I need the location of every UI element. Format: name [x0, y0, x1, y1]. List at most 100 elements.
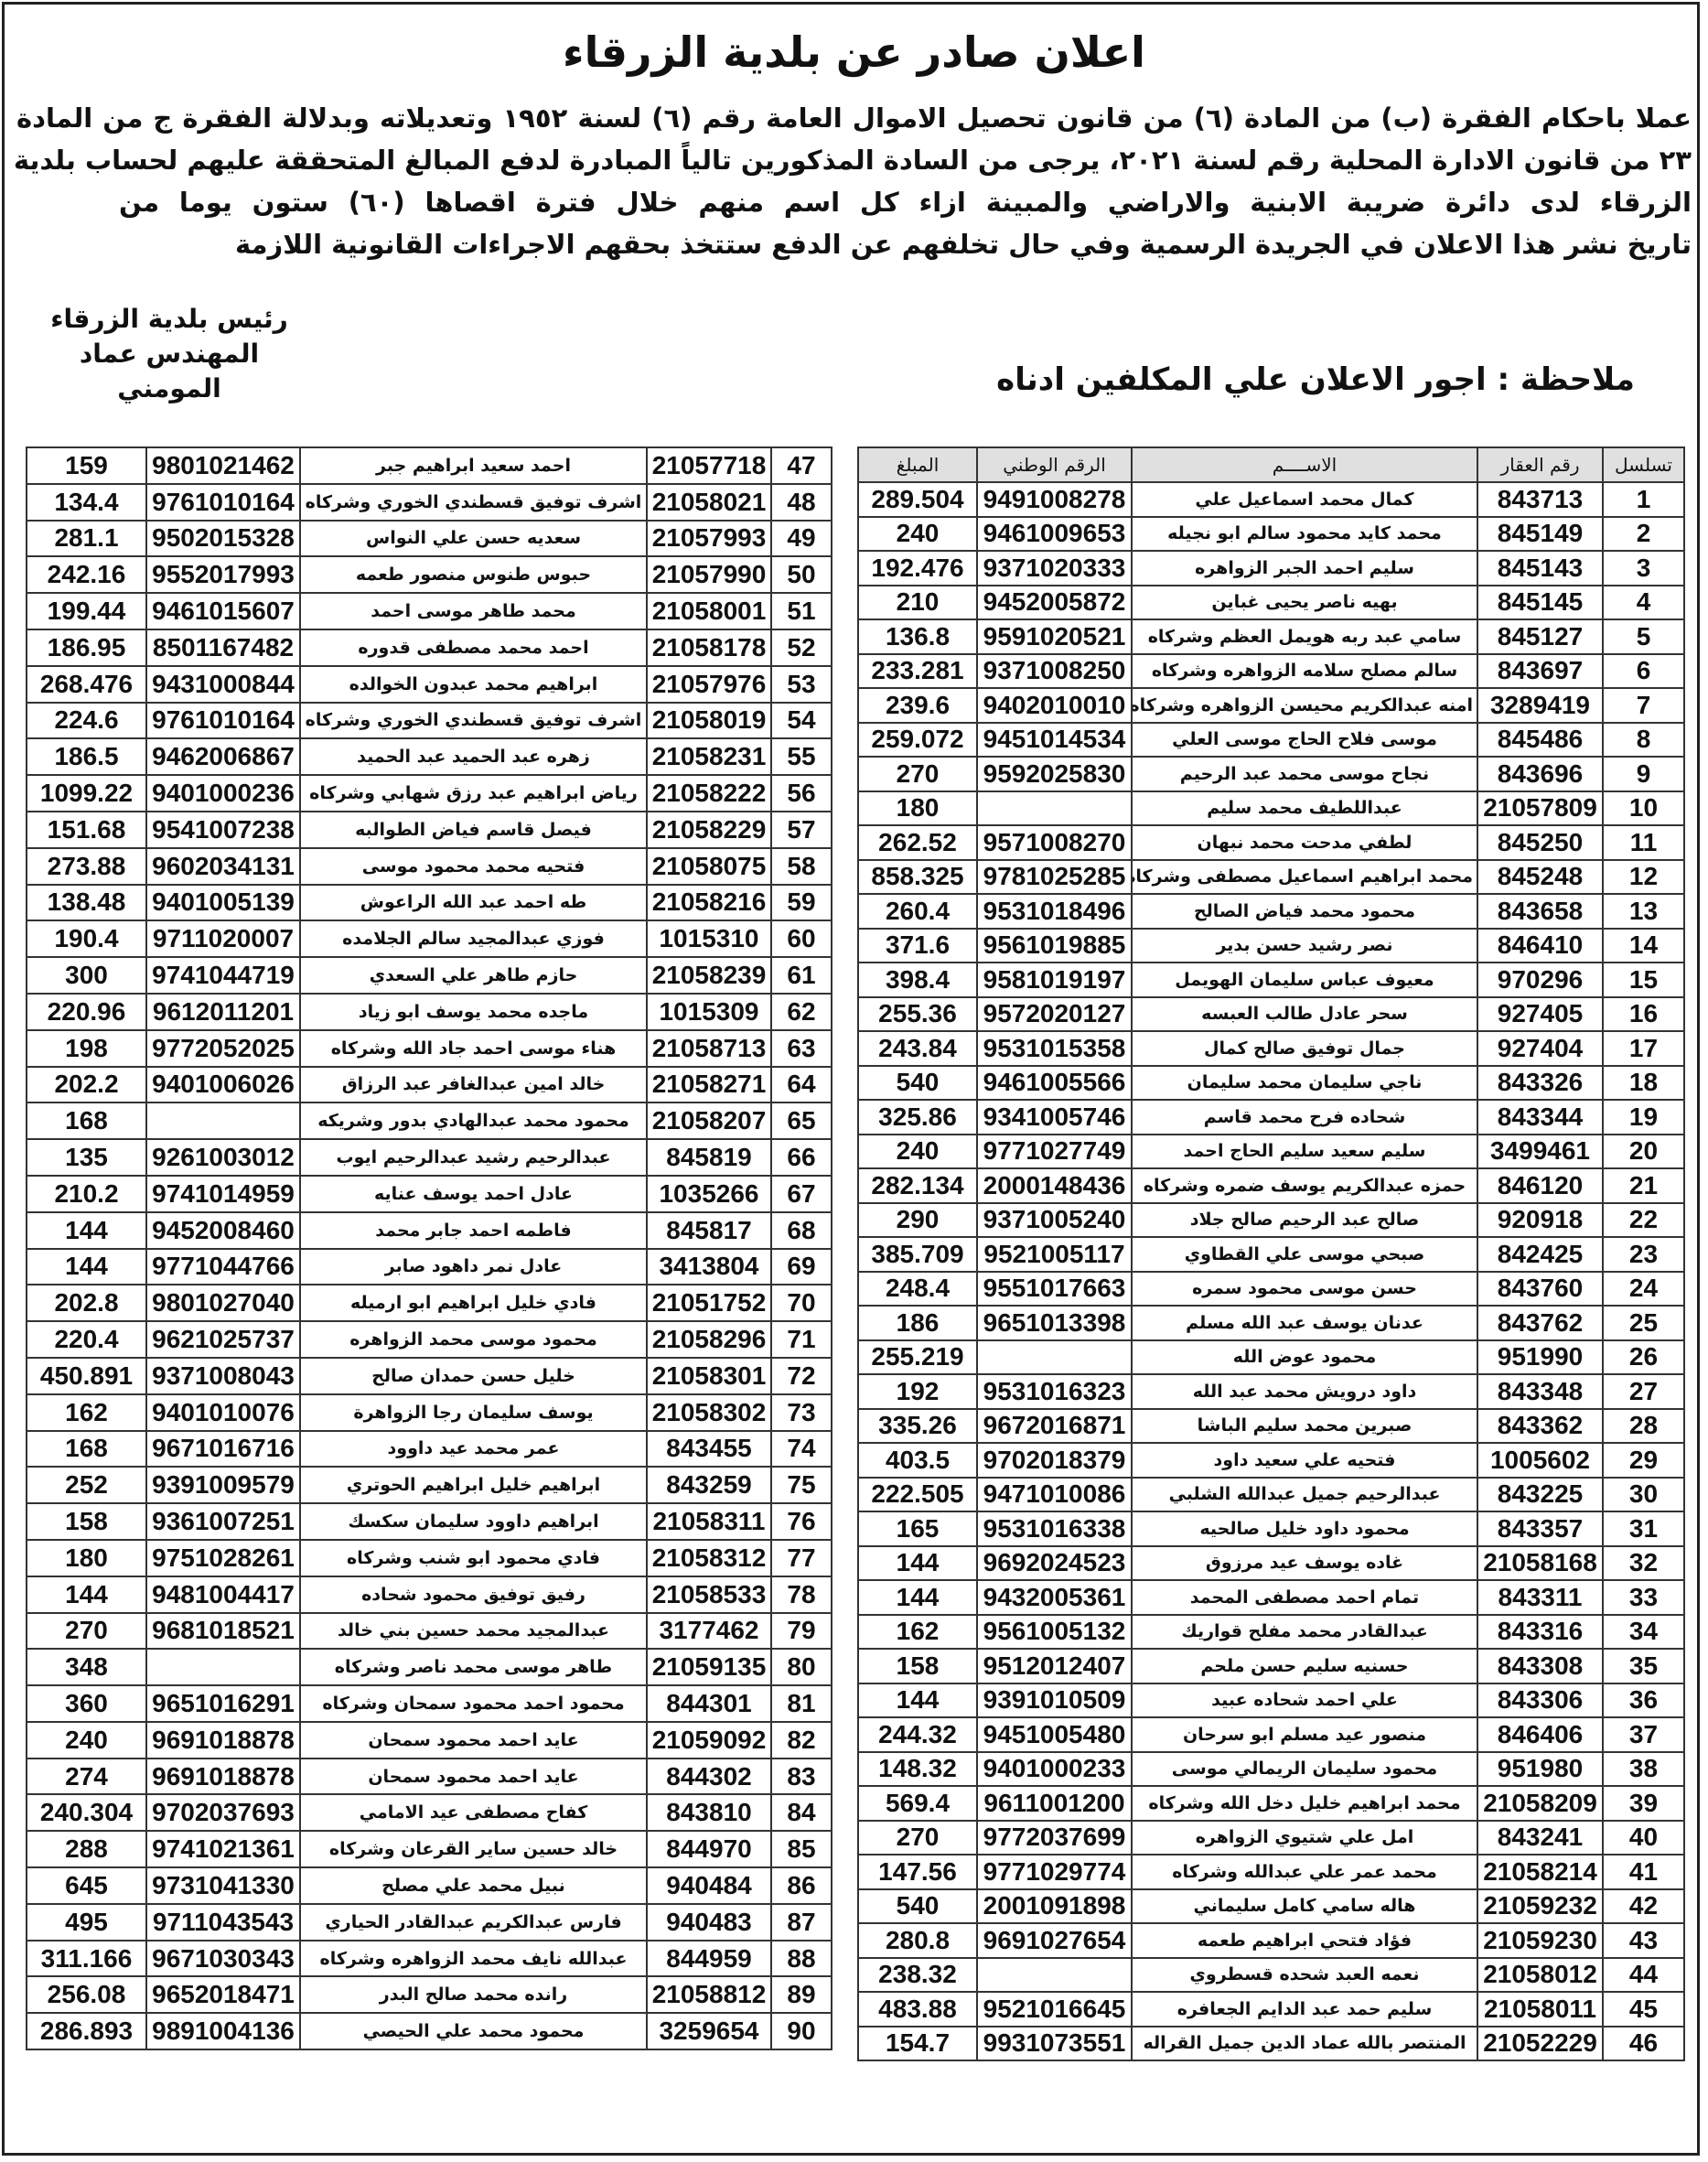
- table-row: 68 845817 فاطمه احمد جابر محمد 9452008460 14…: [26, 1210, 833, 1250]
- national-id-cell: 9451005480: [976, 1716, 1133, 1753]
- property-number-cell: 3413804: [646, 1247, 772, 1286]
- name-cell: رانده محمد صالح البدر: [299, 1975, 648, 2015]
- serial-cell: 72: [770, 1356, 833, 1395]
- amount-cell: 569.4: [857, 1785, 978, 1822]
- name-cell: لطفي مدحت محمد نبهان: [1131, 824, 1478, 861]
- name-cell: ابراهيم داوود سليمان سكسك: [299, 1502, 648, 1541]
- serial-cell: 60: [770, 920, 833, 959]
- national-id-cell: 9371008043: [145, 1356, 301, 1395]
- amount-cell: 289.504: [857, 481, 978, 518]
- property-number-cell: 842425: [1477, 1236, 1604, 1273]
- name-cell: حبوس طنوس منصور طعمه: [299, 555, 648, 595]
- national-id-cell: 9401000233: [976, 1750, 1133, 1787]
- table-row: 83 844302 عايد احمد محمود سمحان 9691018878 2…: [26, 1757, 833, 1796]
- serial-cell: 65: [770, 1102, 833, 1141]
- taxpayers-table-left: 47 21057718 احمد سعيد ابراهيم جبر 980102146…: [26, 446, 833, 2051]
- property-number-cell: 1015310: [646, 920, 772, 959]
- national-id-cell: 9572020127: [976, 995, 1133, 1032]
- property-number-cell: 21057976: [646, 664, 772, 704]
- table-row: 76 21058311 ابراهيم داوود سليمان سكسك 93610…: [26, 1502, 833, 1541]
- serial-cell: 80: [770, 1648, 833, 1687]
- table-row: 33 843311 تمام احمد مصطفى المحمد 9432005361…: [857, 1579, 1685, 1616]
- serial-cell: 12: [1602, 858, 1685, 895]
- serial-cell: 17: [1602, 1030, 1685, 1067]
- table-row: 75 843259 ابراهيم خليل ابراهيم الحوتري 9391…: [26, 1466, 833, 1505]
- serial-cell: 66: [770, 1138, 833, 1177]
- name-cell: سامي عبد ربه هويمل العظم وشركاه: [1131, 618, 1478, 655]
- taxpayers-table-right: تسلسل رقم العقار الاســــم الرقم الوطني …: [857, 446, 1685, 2061]
- name-cell: محمد عمر علي عبدالله وشركاه: [1131, 1854, 1478, 1890]
- table-row: 55 21058231 زهره عبد الحميد عبد الحميد 9462…: [26, 737, 833, 777]
- amount-cell: 242.16: [26, 555, 147, 595]
- serial-cell: 78: [770, 1575, 833, 1614]
- national-id-cell: 9651013398: [976, 1305, 1133, 1341]
- name-cell: محمود عوض الله: [1131, 1339, 1478, 1375]
- national-id-cell: 9431000844: [145, 664, 301, 704]
- national-id-cell: 9541007238: [145, 810, 301, 849]
- name-cell: جمال توفيق صالح كمال: [1131, 1030, 1478, 1067]
- property-number-cell: 21058812: [646, 1975, 772, 2015]
- amount-cell: 385.709: [857, 1236, 978, 1273]
- amount-cell: 290: [857, 1201, 978, 1238]
- serial-cell: 15: [1602, 962, 1685, 998]
- table-row: 62 1015309 ماجده محمد يوسف ابو زياد 9612011…: [26, 992, 833, 1031]
- serial-cell: 38: [1602, 1750, 1685, 1787]
- amount-cell: 240.304: [26, 1793, 147, 1833]
- national-id-cell: 2001091898: [976, 1888, 1133, 1924]
- name-cell: خالد حسين ساير القرعان وشركاه: [299, 1830, 648, 1869]
- national-id-cell: [976, 1339, 1133, 1375]
- announcement-body-line: الزرقاء لدى دائرة ضريبة الابنية والاراضي…: [119, 187, 1692, 218]
- table-row: 53 21057976 ابراهيم محمد عبدون الخوالده 943…: [26, 664, 833, 704]
- table-row: 69 3413804 عادل نمر داهود صابر 9771044766 14…: [26, 1247, 833, 1286]
- table-row: 64 21058271 خالد امين عبدالغافر عبد الرزاق…: [26, 1065, 833, 1104]
- amount-cell: 280.8: [857, 1922, 978, 1959]
- amount-cell: 144: [26, 1247, 147, 1286]
- serial-cell: 30: [1602, 1476, 1685, 1512]
- national-id-cell: 9581019197: [976, 962, 1133, 998]
- amount-cell: 165: [857, 1511, 978, 1547]
- name-cell: طه احمد عبد الله الراعوش: [299, 883, 648, 922]
- name-cell: خالد امين عبدالغافر عبد الرزاق: [299, 1065, 648, 1104]
- table-row: 50 21057990 حبوس طنوس منصور طعمه 9552017993…: [26, 555, 833, 595]
- table-row: 35 843308 حسنيه سليم حسن ملحم 9512012407 158: [857, 1648, 1685, 1684]
- name-cell: نصر رشيد حسن بدير: [1131, 927, 1478, 963]
- property-number-cell: 843357: [1477, 1511, 1604, 1547]
- table-row: 40 843241 امل علي شتيوي الزواهره 9772037699…: [857, 1819, 1685, 1855]
- national-id-cell: 9551017663: [976, 1270, 1133, 1307]
- column-header-amount: المبلغ: [857, 446, 978, 483]
- serial-cell: 73: [770, 1393, 833, 1432]
- property-number-cell: 843306: [1477, 1682, 1604, 1718]
- serial-cell: 77: [770, 1538, 833, 1577]
- amount-cell: 192.476: [857, 550, 978, 586]
- name-cell: بهيه ناصر يحيى غباين: [1131, 584, 1478, 620]
- name-cell: عادل احمد يوسف عنايه: [299, 1174, 648, 1213]
- name-cell: محمود سليمان الريمالي موسى: [1131, 1750, 1478, 1787]
- property-number-cell: 21058021: [646, 482, 772, 522]
- name-cell: امل علي شتيوي الزواهره: [1131, 1819, 1478, 1855]
- property-number-cell: 844302: [646, 1757, 772, 1796]
- national-id-cell: 9481004417: [145, 1575, 301, 1614]
- serial-cell: 62: [770, 992, 833, 1031]
- national-id-cell: 9741014959: [145, 1174, 301, 1213]
- property-number-cell: 21058533: [646, 1575, 772, 1614]
- amount-cell: 255.219: [857, 1339, 978, 1375]
- serial-cell: 58: [770, 846, 833, 886]
- amount-cell: 144: [857, 1579, 978, 1616]
- property-number-cell: 21058075: [646, 846, 772, 886]
- national-id-cell: 9452008460: [145, 1210, 301, 1250]
- amount-cell: 403.5: [857, 1442, 978, 1479]
- national-id-cell: 9681018521: [145, 1611, 301, 1651]
- amount-cell: 645: [26, 1866, 147, 1905]
- national-id-cell: 9491008278: [976, 481, 1133, 518]
- serial-cell: 63: [770, 1028, 833, 1068]
- name-cell: محمد كايد محمود سالم ابو نجيله: [1131, 515, 1478, 552]
- national-id-cell: 9391009579: [145, 1466, 301, 1505]
- serial-cell: 89: [770, 1975, 833, 2015]
- national-id-cell: [145, 1102, 301, 1141]
- name-cell: اشرف توفيق قسطندي الخوري وشركاه: [299, 482, 648, 522]
- table-row: 29 1005602 فتحيه علي سعيد داود 9702018379 40…: [857, 1442, 1685, 1479]
- serial-cell: 40: [1602, 1819, 1685, 1855]
- name-cell: صبرين محمد سليم الباشا: [1131, 1407, 1478, 1444]
- amount-cell: 180: [857, 790, 978, 826]
- serial-cell: 36: [1602, 1682, 1685, 1718]
